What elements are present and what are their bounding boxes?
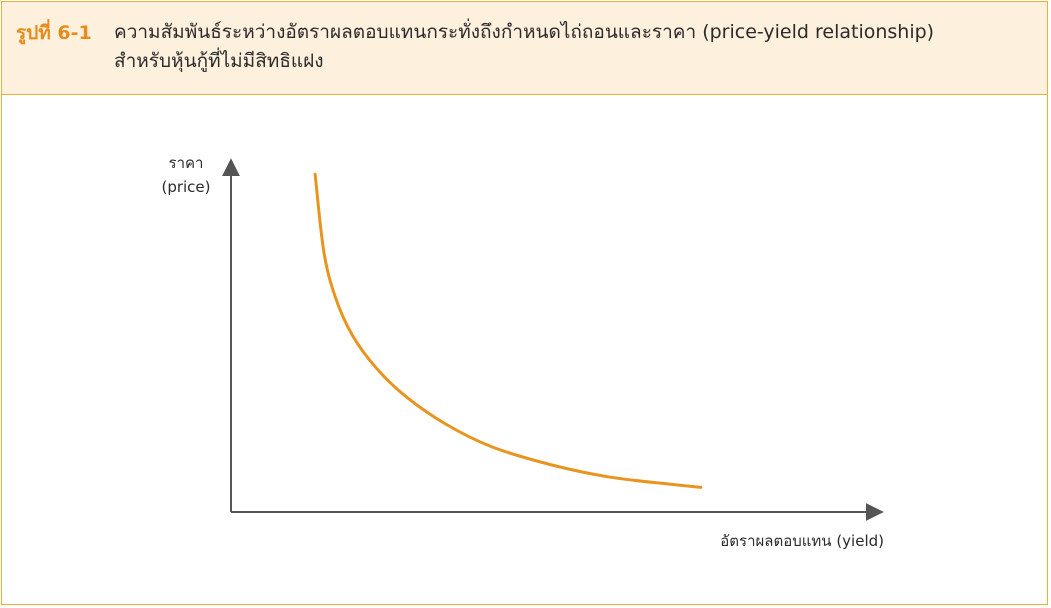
- figure-caption-line2: สำหรับหุ้นกู้ที่ไม่มีสิทธิแฝง: [114, 50, 324, 72]
- figure-header: รูปที่ 6-1 ความสัมพันธ์ระหว่างอัตราผลตอบ…: [2, 2, 1047, 95]
- figure-caption-line1: ความสัมพันธ์ระหว่างอัตราผลตอบแทนกระทั่งถ…: [114, 21, 935, 43]
- figure-caption: ความสัมพันธ์ระหว่างอัตราผลตอบแทนกระทั่งถ…: [114, 18, 1014, 76]
- x-axis-label: อัตราผลตอบแทน (yield): [720, 532, 884, 550]
- price-yield-curve: [313, 172, 703, 489]
- figure-number: รูปที่ 6-1: [16, 22, 92, 44]
- y-axis-label-thai: ราคา: [169, 154, 204, 172]
- y-axis-label-english: (price): [161, 178, 210, 196]
